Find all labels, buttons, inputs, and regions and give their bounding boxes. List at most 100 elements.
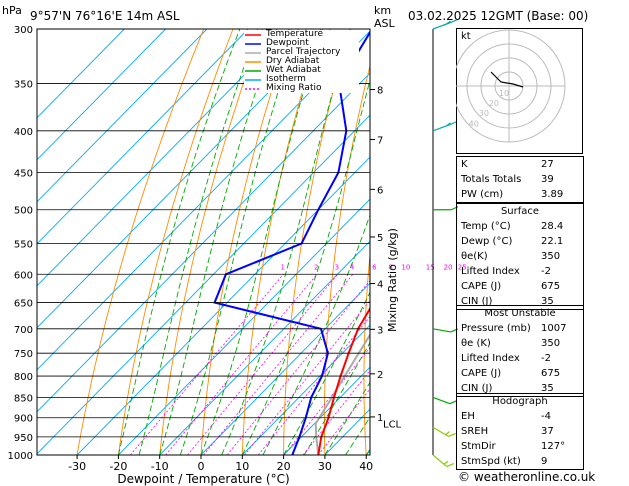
wind-barb-flag <box>449 121 458 126</box>
mixing-ratio-label: 10 <box>401 263 410 271</box>
pressure-tick-label: 850 <box>14 393 33 404</box>
row-value: 675 <box>541 281 561 292</box>
location-title: 9°57'N 76°16'E 14m ASL <box>30 9 180 23</box>
mixing-ratio-line <box>203 274 354 455</box>
hodograph-ring-label: 40 <box>469 119 479 128</box>
legend-item: Parcel Trajectory <box>244 48 359 57</box>
row-label: PW (cm) <box>461 189 504 200</box>
km-tick-label: 8 <box>377 86 383 97</box>
mixing-ratio-axis-label: Mixing Ratio (g/kg) <box>386 228 399 332</box>
pressure-tick-label: 500 <box>14 206 33 217</box>
row-value: 1007 <box>541 323 567 334</box>
mixing-ratio-label: 25 <box>458 263 467 271</box>
table-row: K 27 <box>457 157 583 172</box>
table-row: PW (cm) 3.89 <box>457 187 583 202</box>
row-label: CAPE (J) <box>461 368 502 379</box>
x-tick-label: -20 <box>109 460 127 473</box>
pressure-tick-label: 650 <box>14 299 33 310</box>
row-label: Lifted Index <box>461 266 520 277</box>
pressure-tick-label: 1000 <box>8 451 33 462</box>
hodograph-ring-label: 30 <box>479 109 489 118</box>
wind-barb <box>432 426 449 437</box>
legend-item: Wet Adiabat <box>244 66 359 75</box>
table-section-title: Surface <box>500 206 540 217</box>
legend-label: Mixing Ratio <box>266 83 322 93</box>
pressure-tick-label: 450 <box>14 168 33 179</box>
wind-barb <box>432 328 451 333</box>
row-label: EH <box>461 411 475 422</box>
row-label: CIN (J) <box>461 296 493 307</box>
wind-barb-flag <box>443 460 449 465</box>
legend-label: Isotherm <box>266 74 306 84</box>
row-value: 350 <box>541 251 561 262</box>
table-row: StmDir 127° <box>457 439 583 454</box>
plot-frame <box>36 28 371 456</box>
legend-item: Isotherm <box>244 75 359 84</box>
row-label: Totals Totals <box>461 174 522 185</box>
table-row: StmSpd (kt) 9 <box>457 454 583 469</box>
wind-barb-flag <box>449 19 458 24</box>
row-value: 3.89 <box>541 189 564 200</box>
x-tick-label: -30 <box>68 460 86 473</box>
legend-swatch <box>245 79 261 81</box>
legend-swatch <box>245 43 261 45</box>
wind-barb-flag <box>446 463 455 468</box>
pressure-tick-label: 800 <box>14 372 33 383</box>
legend-item: Dewpoint <box>244 39 359 48</box>
row-value: 22.1 <box>541 236 564 247</box>
lcl-label: LCL <box>383 420 402 431</box>
legend-label: Parcel Trajectory <box>266 47 341 57</box>
km-tick-label: 5 <box>377 233 383 244</box>
table-row: Pressure (mb) 1007 <box>457 321 583 336</box>
legend-item: Temperature <box>244 30 359 39</box>
pressure-tick-label: 600 <box>14 270 33 281</box>
row-value: 35 <box>541 383 554 394</box>
legend-swatch <box>245 70 261 72</box>
mixing-ratio-label: 6 <box>372 263 377 271</box>
row-value: 350 <box>541 338 561 349</box>
row-value: 37 <box>541 426 554 437</box>
table-section-title: Most Unstable <box>484 308 556 319</box>
isotherm-line <box>37 72 370 413</box>
x-tick-label: 0 <box>198 460 205 473</box>
table-row: Lifted Index -2 <box>457 264 583 279</box>
km-tick-label: 1 <box>377 413 383 424</box>
table-row: EH -4 <box>457 409 583 424</box>
table-row: Temp (°C) 28.4 <box>457 219 583 234</box>
row-label: StmSpd (kt) <box>461 456 521 467</box>
pressure-tick-label: 750 <box>14 349 33 360</box>
table-row: SREH 37 <box>457 424 583 439</box>
row-label: Pressure (mb) <box>461 323 531 334</box>
mixing-ratio-label: 1 <box>281 263 285 271</box>
pressure-tick-label: 950 <box>14 433 33 444</box>
mixing-ratio-label: 8 <box>388 263 392 271</box>
table-section-title: Hodograph <box>492 396 548 407</box>
hodograph-frame <box>456 28 583 154</box>
legend-swatch <box>245 88 261 90</box>
date-title: 03.02.2025 12GMT (Base: 00) <box>408 9 589 23</box>
row-label: Temp (°C) <box>461 221 511 232</box>
indices-table: K 27 Totals Totals 39 PW (cm) 3.89 <box>456 156 584 203</box>
row-label: CIN (J) <box>461 383 493 394</box>
km-unit-label: km <box>374 4 392 17</box>
mixing-ratio-label: 4 <box>350 263 355 271</box>
isotherm-line <box>241 324 370 455</box>
wet-adiabat-line <box>200 29 323 455</box>
table-row: Lifted Index -2 <box>457 351 583 366</box>
row-value: -4 <box>541 411 551 422</box>
row-value: 675 <box>541 368 561 379</box>
isotherm-line <box>200 282 370 455</box>
mixing-ratio-label: 3 <box>335 263 339 271</box>
isotherm-line <box>37 29 332 329</box>
legend-label: Wet Adiabat <box>266 65 321 75</box>
isotherm-line <box>37 29 125 119</box>
most-unstable-table: Most Unstable Pressure (mb) 1007 θe (K) 350 L… <box>456 305 584 397</box>
legend-swatch <box>245 61 261 63</box>
pressure-tick-label: 400 <box>14 127 33 138</box>
mixing-ratio-label: 20 <box>444 263 453 271</box>
row-value: 39 <box>541 174 554 185</box>
isotherm-line <box>76 156 370 455</box>
legend-item: Dry Adiabat <box>244 57 359 66</box>
row-label: Lifted Index <box>461 353 520 364</box>
